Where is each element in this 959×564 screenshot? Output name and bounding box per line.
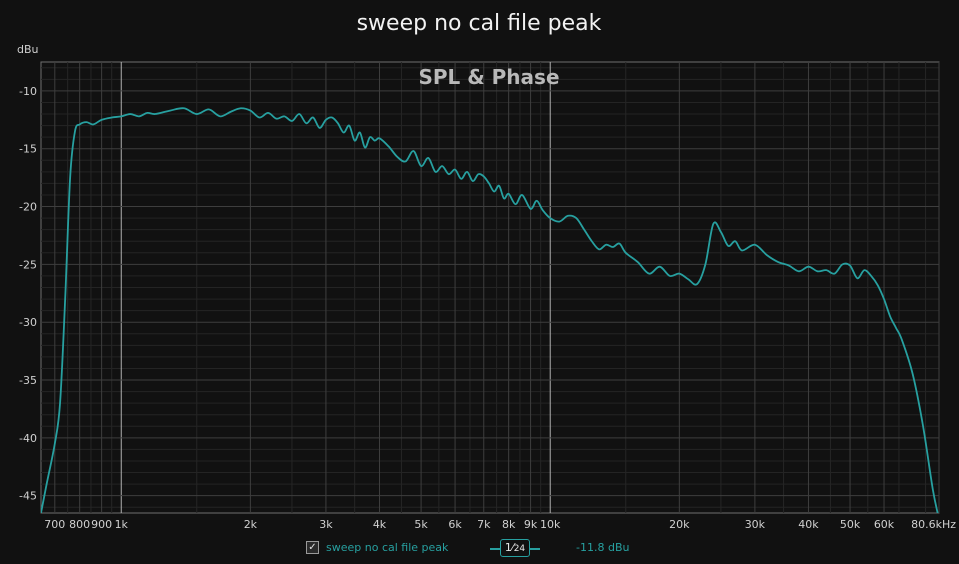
smoothing-denominator: 24 [513,544,526,554]
y-axis-ticks: -10 -15 -20 -25 -30 -35 -40 -45 [19,85,37,503]
x-tick-label: 80.6kHz [911,518,956,531]
y-tick-label: -45 [19,490,37,503]
y-tick-label: -20 [19,201,37,214]
legend-series-name[interactable]: sweep no cal file peak [326,541,449,554]
y-tick-label: -15 [19,143,37,156]
x-tick-label: 50k [840,518,861,531]
x-tick-label: 9k [524,518,538,531]
legend: ✓ sweep no cal file peak 1⁄24 -11.8 dBu [0,538,959,560]
x-tick-label: 4k [373,518,387,531]
x-tick-label: 20k [669,518,690,531]
y-tick-label: -25 [19,258,37,271]
x-tick-label: 7k [477,518,491,531]
major-grid [41,62,940,513]
x-tick-label: 900 [91,518,112,531]
series-layer [41,107,939,513]
x-tick-label: 10k [540,518,561,531]
chart-title: sweep no cal file peak [357,11,602,36]
series-visibility-checkbox[interactable]: ✓ [306,541,319,554]
plot-label: SPL & Phase [418,65,559,89]
y-axis-unit: dBu [17,43,39,56]
smoothing-button[interactable]: 1⁄24 [500,539,530,557]
series-line [41,107,939,513]
x-tick-label: 6k [448,518,462,531]
x-tick-label: 2k [244,518,258,531]
y-tick-label: -30 [19,316,37,329]
x-tick-label: 8k [502,518,516,531]
x-tick-label: 800 [69,518,90,531]
x-tick-label: 5k [414,518,428,531]
x-tick-label: 30k [745,518,766,531]
x-tick-label: 1k [115,518,129,531]
x-tick-label: 700 [44,518,65,531]
x-tick-label: 60k [874,518,895,531]
x-tick-label: 3k [319,518,333,531]
y-tick-label: -40 [19,432,37,445]
y-tick-label: -35 [19,374,37,387]
y-tick-label: -10 [19,85,37,98]
x-axis-ticks: 700 800 900 1k 2k 3k 4k 5k 6k 7k 8k 9k 10k 20k 30k 40k 5… [44,518,956,531]
x-tick-label: 40k [798,518,819,531]
cursor-value: -11.8 dBu [576,541,630,554]
smoothing-numerator: 1 [504,541,512,554]
